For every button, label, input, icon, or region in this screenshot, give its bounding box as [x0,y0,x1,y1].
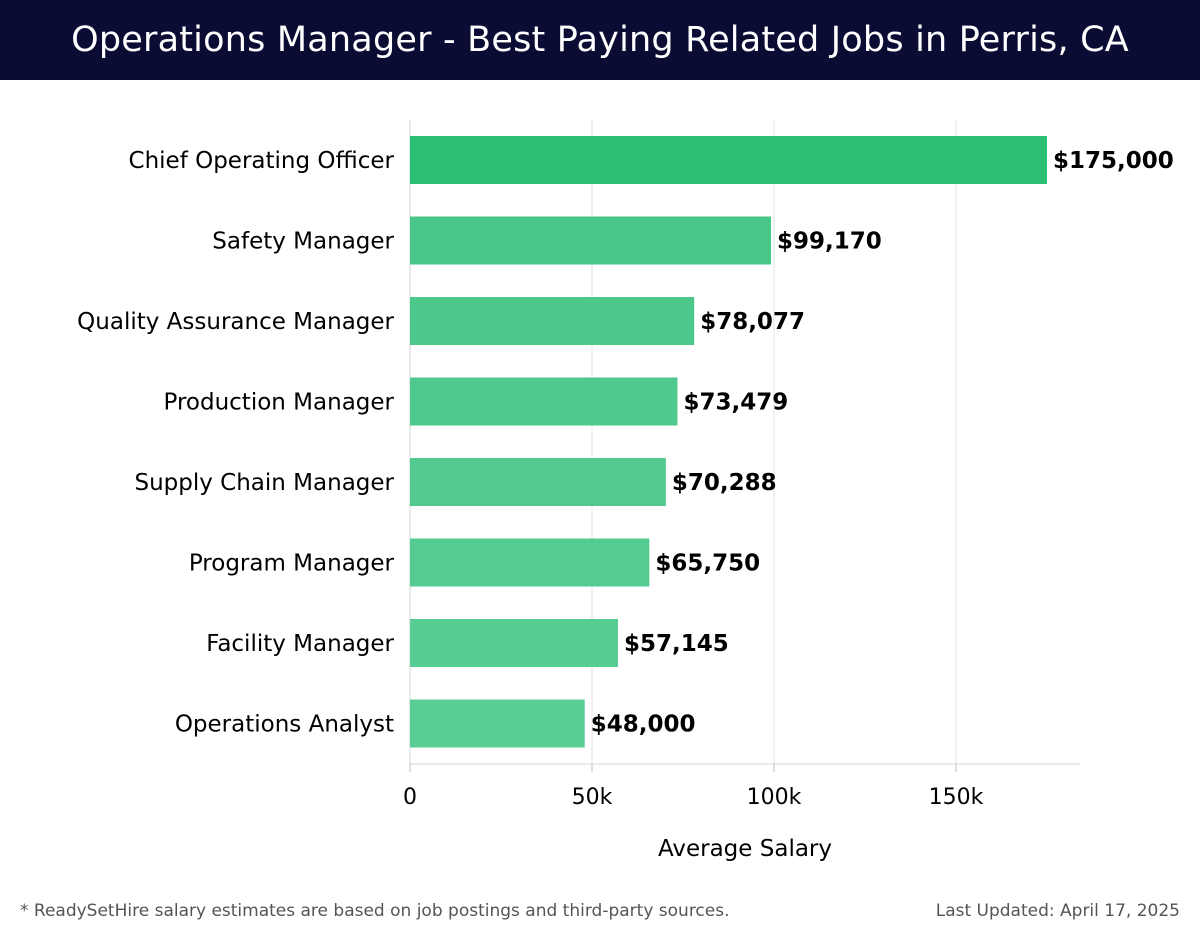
value-label: $73,479 [683,390,788,416]
value-label: $70,288 [672,470,777,496]
value-label: $175,000 [1053,148,1174,174]
value-label: $48,000 [591,712,696,738]
category-label: Facility Manager [206,631,394,657]
bar [410,216,771,265]
bar [410,136,1047,184]
category-label: Production Manager [164,390,395,416]
category-label: Supply Chain Manager [134,470,394,496]
value-label: $78,077 [700,309,805,335]
x-tick-label: 150k [929,785,984,810]
x-axis-title: Average Salary [658,836,832,862]
bar [410,699,585,748]
footer-note: * ReadySetHire salary estimates are base… [20,901,730,921]
page-title: Operations Manager - Best Paying Related… [71,20,1129,60]
x-tick-label: 0 [403,785,417,810]
value-label: $99,170 [777,229,882,255]
salary-bar-chart: 0 50k 100k 150k Chief Operating Officer $175,… [77,120,1174,862]
value-label: $57,145 [624,631,729,657]
value-label: $65,750 [655,551,760,577]
last-updated: Last Updated: April 17, 2025 [935,901,1180,921]
category-label: Quality Assurance Manager [77,309,394,335]
category-label: Operations Analyst [175,712,394,738]
category-label: Chief Operating Officer [129,148,395,174]
bar [410,377,678,426]
category-label: Safety Manager [212,229,394,255]
category-label: Program Manager [189,551,395,577]
x-tick-label: 50k [572,785,613,810]
bar [410,458,666,506]
bar [410,619,619,667]
x-tick-label: 100k [747,785,802,810]
bar [410,538,650,587]
bar [410,297,695,345]
header-bar: Operations Manager - Best Paying Related… [0,0,1200,80]
